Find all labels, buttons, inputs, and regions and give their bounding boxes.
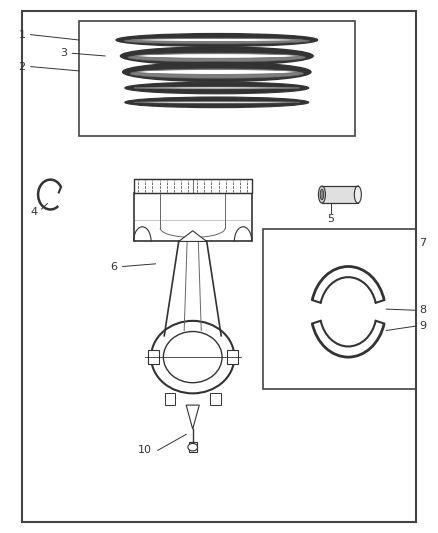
Text: 5: 5 (327, 214, 334, 223)
Polygon shape (186, 405, 199, 429)
Text: 6: 6 (110, 262, 117, 271)
Ellipse shape (124, 38, 310, 44)
Text: 2: 2 (18, 62, 25, 71)
Text: 7: 7 (419, 238, 426, 247)
Ellipse shape (131, 38, 303, 42)
Ellipse shape (134, 87, 300, 89)
Bar (189, 442, 197, 452)
Ellipse shape (125, 97, 309, 108)
Ellipse shape (320, 189, 324, 200)
Ellipse shape (137, 69, 297, 74)
Ellipse shape (188, 443, 198, 451)
Text: 8: 8 (419, 305, 426, 315)
Bar (263, 229, 416, 389)
Bar (165, 393, 175, 405)
Ellipse shape (318, 186, 325, 203)
Polygon shape (179, 231, 207, 241)
Text: 3: 3 (60, 49, 67, 58)
Bar (210, 393, 221, 405)
Ellipse shape (354, 186, 361, 203)
Text: 9: 9 (419, 321, 426, 331)
Ellipse shape (123, 62, 311, 82)
Bar (227, 351, 238, 364)
Ellipse shape (151, 321, 234, 393)
Bar (322, 186, 358, 203)
Bar (134, 179, 252, 193)
Bar (148, 351, 159, 364)
Text: 4: 4 (31, 207, 38, 217)
Ellipse shape (120, 47, 313, 65)
Text: 1: 1 (18, 30, 25, 39)
Ellipse shape (128, 53, 305, 62)
Ellipse shape (163, 332, 222, 383)
Bar (134, 193, 252, 241)
Ellipse shape (130, 69, 304, 78)
Text: 10: 10 (138, 446, 152, 455)
Ellipse shape (116, 34, 318, 46)
Ellipse shape (135, 54, 299, 58)
Ellipse shape (134, 101, 300, 103)
Bar (79, 21, 355, 136)
Ellipse shape (125, 82, 309, 94)
